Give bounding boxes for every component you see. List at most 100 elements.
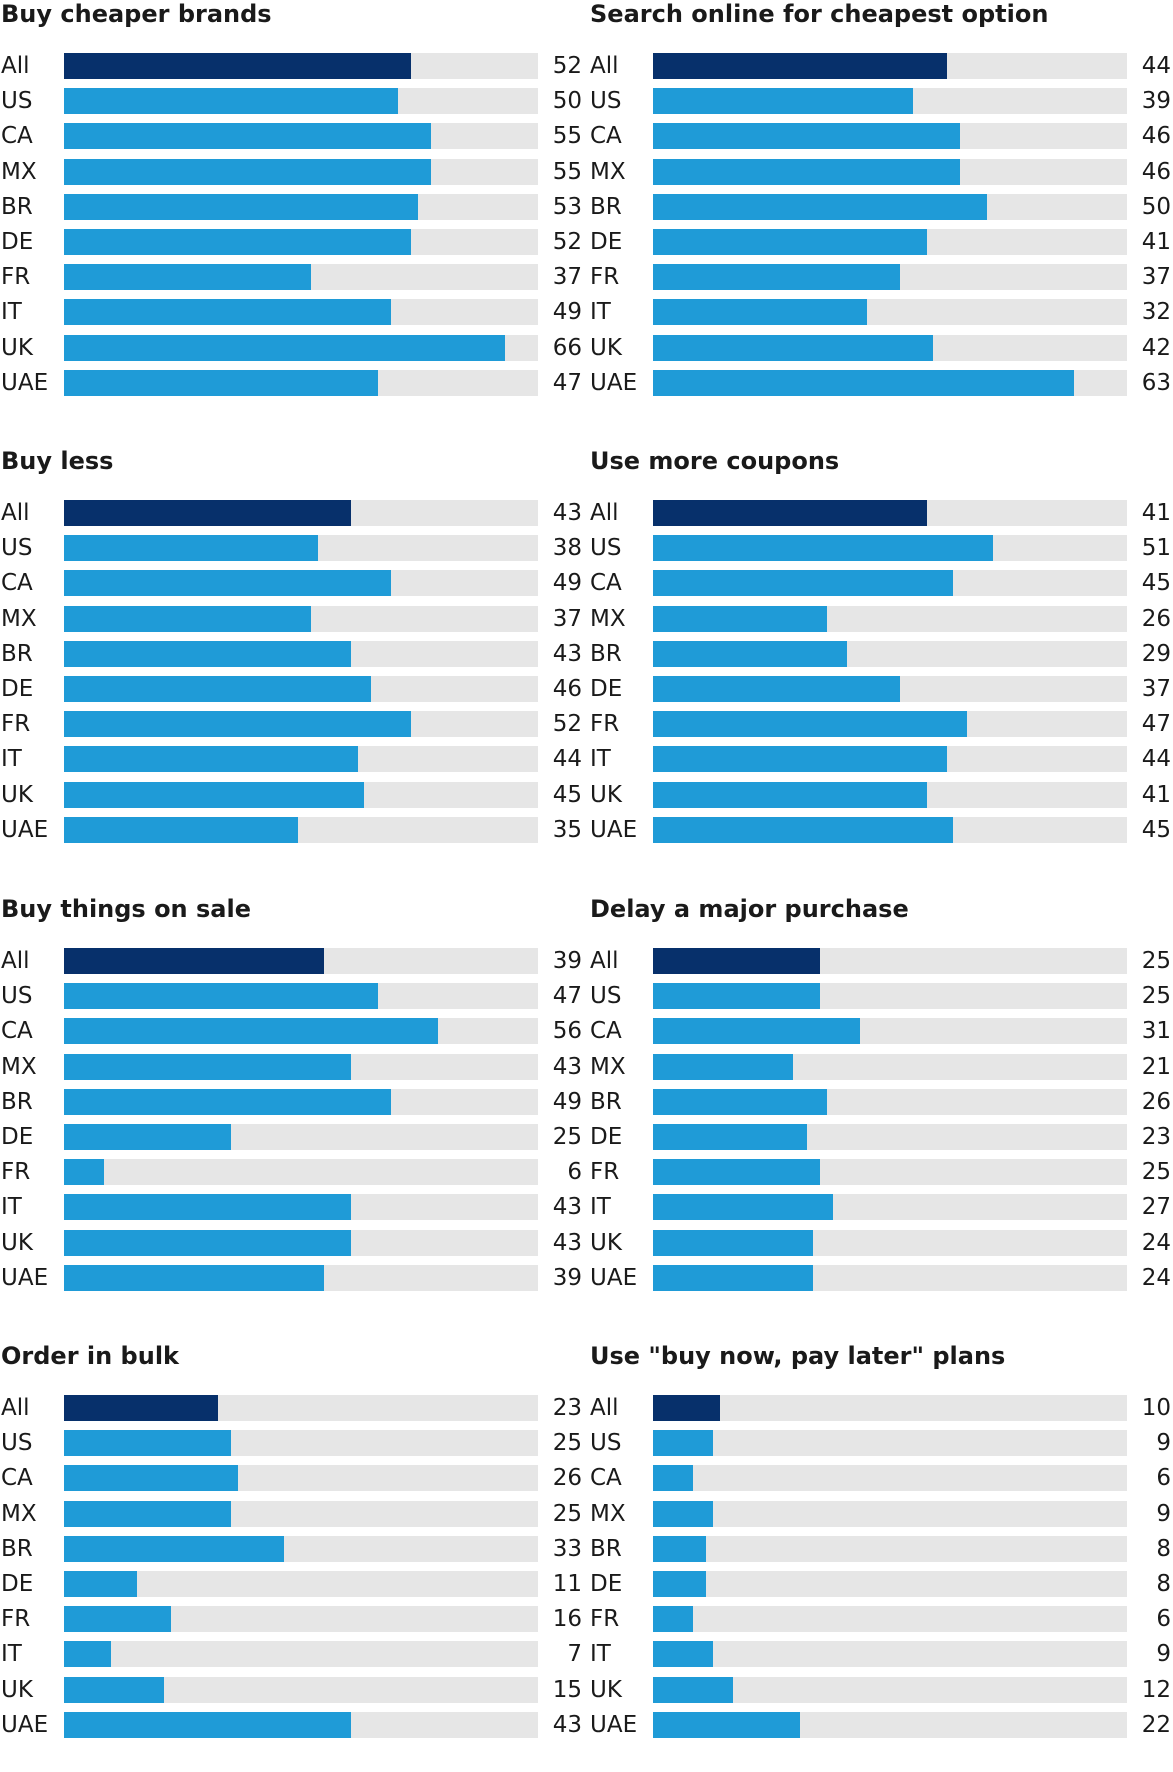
bar-row-all: All 44 <box>589 53 1173 79</box>
bar <box>64 1018 438 1045</box>
bar <box>64 158 432 185</box>
chart-panel: Buy cheaper brands All 52 US 50 CA 55 MX 55 BR 53 D… <box>0 0 588 430</box>
bar-row: US 9 <box>589 1430 1173 1457</box>
category-label: UK <box>1 781 33 808</box>
bar <box>653 605 827 632</box>
bar-row: CA 55 <box>0 123 588 150</box>
category-label: MX <box>1 605 37 632</box>
value-label: 24 <box>1141 1229 1171 1256</box>
bar-track <box>653 1124 1127 1150</box>
bar-row-all: All 39 <box>0 948 588 974</box>
value-label: 43 <box>552 640 582 667</box>
bar-row: FR 25 <box>589 1159 1173 1186</box>
category-label: UK <box>590 334 622 361</box>
bar <box>64 1430 231 1457</box>
value-label: 66 <box>552 334 582 361</box>
bar <box>653 535 994 562</box>
bar-row: US 25 <box>589 983 1173 1010</box>
bar-track <box>653 1676 1127 1703</box>
bar-track <box>653 53 1127 79</box>
bar <box>64 88 398 115</box>
category-label: IT <box>1 746 22 773</box>
bar-track <box>653 500 1127 526</box>
category-label: US <box>1 88 33 115</box>
category-label: US <box>1 983 33 1010</box>
bar <box>653 711 967 738</box>
value-label: 26 <box>1141 605 1171 632</box>
chart-panel: Buy things on sale All 39 US 47 CA 56 MX 43 BR 49 D… <box>0 895 588 1325</box>
bar-track <box>653 1229 1127 1256</box>
bar <box>653 816 954 843</box>
bar-track <box>64 264 538 291</box>
category-label: UAE <box>590 369 638 396</box>
bar-row: MX 26 <box>589 605 1173 632</box>
bar <box>653 1571 707 1597</box>
bar-track <box>653 123 1127 150</box>
value-label: 52 <box>552 229 582 255</box>
bar-track <box>64 535 538 562</box>
category-label: US <box>590 535 622 562</box>
bar-row: BR 53 <box>0 193 588 220</box>
category-label: All <box>1 53 30 79</box>
value-label: 46 <box>1141 123 1171 150</box>
category-label: DE <box>590 676 623 702</box>
bar <box>64 1535 285 1562</box>
bar <box>64 1606 171 1633</box>
bar <box>64 983 378 1010</box>
chart-title: Buy things on sale <box>1 895 251 923</box>
bar-track <box>653 334 1127 361</box>
bar-row: MX 25 <box>0 1500 588 1527</box>
bar-row: DE 46 <box>0 676 588 702</box>
category-label: MX <box>1 1053 37 1080</box>
bar-row: UAE 47 <box>0 369 588 396</box>
value-label: 43 <box>552 1711 582 1738</box>
bar <box>653 369 1074 396</box>
value-label: 24 <box>1141 1264 1171 1291</box>
bar <box>64 1711 352 1738</box>
bar-row: MX 55 <box>0 158 588 185</box>
value-label: 23 <box>552 1395 582 1421</box>
bar-row: MX 46 <box>589 158 1173 185</box>
bar-row: UK 41 <box>589 781 1173 808</box>
bar-track <box>64 1053 538 1080</box>
category-label: DE <box>1 1571 34 1597</box>
category-label: IT <box>1 299 22 326</box>
bar <box>64 264 311 291</box>
bar <box>653 1711 800 1738</box>
value-label: 9 <box>1156 1430 1171 1457</box>
bar <box>653 1395 720 1421</box>
bar <box>64 605 311 632</box>
bar-track <box>653 229 1127 255</box>
bar-track <box>64 1124 538 1150</box>
bar-row: MX 43 <box>0 1053 588 1080</box>
value-label: 8 <box>1156 1571 1171 1597</box>
category-label: IT <box>590 299 611 326</box>
value-label: 44 <box>1141 746 1171 773</box>
bar-row: UK 66 <box>0 334 588 361</box>
bar <box>64 229 412 255</box>
category-label: UK <box>1 1229 33 1256</box>
category-label: UK <box>590 781 622 808</box>
category-label: UAE <box>1 369 49 396</box>
chart-title: Use more coupons <box>590 447 840 475</box>
bar-track <box>64 1535 538 1562</box>
chart-panel: Use "buy now, pay later" plans All 10 US 9 CA… <box>589 1342 1173 1772</box>
bar <box>64 123 432 150</box>
bar-row: UAE 24 <box>589 1264 1173 1291</box>
bar-row: IT 44 <box>0 746 588 773</box>
category-label: All <box>1 1395 30 1421</box>
bar-track <box>653 1535 1127 1562</box>
category-label: FR <box>590 1606 620 1633</box>
category-label: All <box>590 948 619 974</box>
value-label: 55 <box>552 123 582 150</box>
bar-track <box>653 88 1127 115</box>
bar <box>64 299 392 326</box>
bar-track <box>653 605 1127 632</box>
bar-row: CA 56 <box>0 1018 588 1045</box>
value-label: 44 <box>552 746 582 773</box>
category-label: CA <box>590 1018 622 1045</box>
bar-track <box>653 746 1127 773</box>
bar <box>653 88 914 115</box>
value-label: 49 <box>552 570 582 597</box>
bar-row: BR 49 <box>0 1088 588 1115</box>
